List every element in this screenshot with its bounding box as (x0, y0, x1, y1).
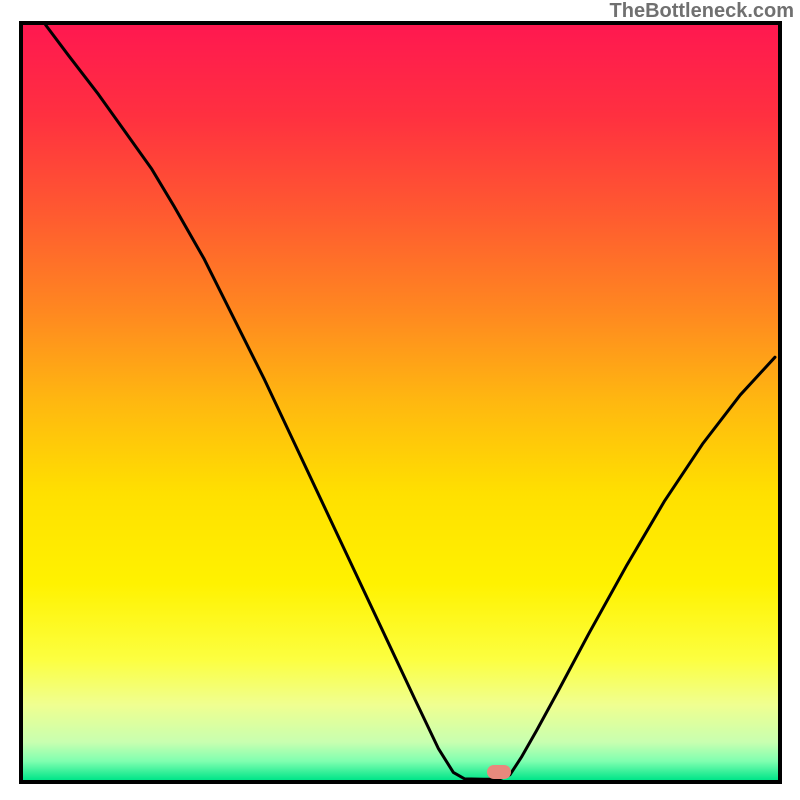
chart-svg (23, 25, 778, 780)
plot-frame (19, 21, 782, 784)
chart-container: TheBottleneck.com (0, 0, 800, 800)
minimum-marker (487, 765, 511, 779)
watermark-text: TheBottleneck.com (610, 0, 794, 23)
